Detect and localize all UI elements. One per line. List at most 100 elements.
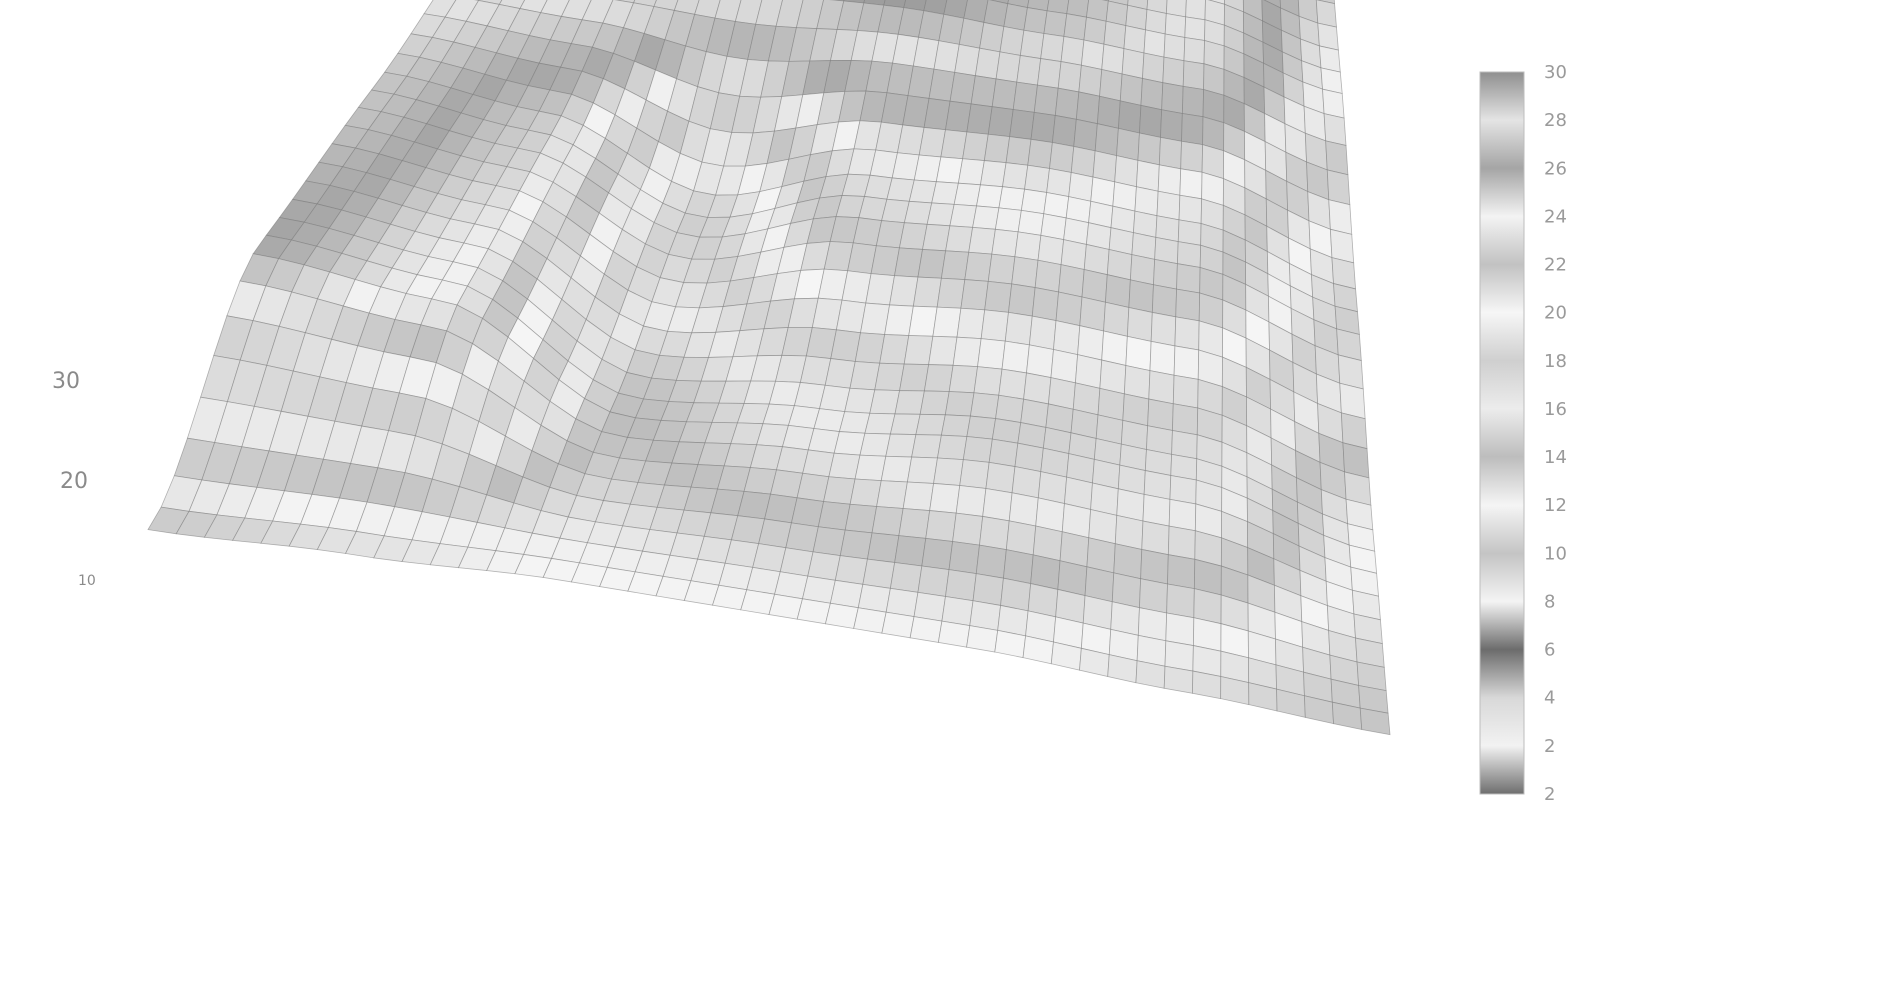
surface-face	[1114, 155, 1139, 188]
surface-face	[952, 336, 982, 368]
surface-face	[944, 391, 975, 417]
surface-face	[779, 547, 814, 577]
surface-face	[1057, 61, 1082, 93]
surface-face	[922, 223, 951, 252]
surface-face	[925, 510, 957, 542]
surface-face	[1164, 640, 1194, 672]
surface-face	[1011, 256, 1039, 289]
surface-face	[884, 304, 914, 336]
surface-face	[979, 160, 1007, 188]
surface-face	[1117, 100, 1142, 134]
surface-face	[1027, 138, 1053, 169]
surface-face	[1181, 113, 1204, 146]
surface-face	[1141, 520, 1170, 556]
surface-face	[1092, 150, 1117, 183]
surface-face	[854, 454, 887, 482]
surface-face	[1008, 492, 1039, 527]
surface-face	[1060, 35, 1085, 66]
surface-face	[1099, 359, 1127, 395]
surface-face	[1325, 140, 1349, 176]
surface-face	[1165, 612, 1195, 647]
surface-face	[959, 459, 990, 489]
surface-face	[962, 436, 993, 463]
colorbar-tick-label: 22	[1544, 255, 1567, 276]
surface-face	[979, 21, 1005, 53]
surface-face	[936, 277, 966, 309]
surface-face	[1126, 306, 1153, 342]
surface-face	[880, 455, 913, 483]
surface-face	[940, 250, 970, 281]
surface-face	[1121, 48, 1145, 79]
surface-face	[899, 363, 930, 392]
surface-face	[917, 565, 950, 597]
surface-face	[937, 620, 971, 648]
surface-face	[869, 389, 901, 415]
surface-face	[1183, 37, 1205, 65]
surface-face	[1005, 136, 1032, 166]
surface-face	[921, 537, 954, 571]
surface-face	[1019, 29, 1045, 60]
colorbar-tick-label: 12	[1544, 495, 1567, 516]
surface-face	[908, 305, 938, 337]
surface-face	[960, 279, 989, 311]
surface-face	[1161, 82, 1184, 114]
surface-face	[945, 569, 977, 602]
surface-face	[1079, 296, 1106, 332]
colorbar-tick-label: 16	[1544, 399, 1567, 420]
surface-face	[1328, 199, 1353, 235]
surface-face	[956, 307, 986, 340]
surface-face	[859, 432, 891, 457]
surface-face	[909, 616, 943, 643]
surface-face	[1123, 25, 1146, 54]
surface-face	[1050, 349, 1079, 384]
surface-face	[862, 558, 896, 589]
surface-face	[988, 438, 1019, 468]
surface-face	[1049, 142, 1075, 173]
surface-face	[1103, 301, 1130, 337]
colorbar-tick-label: 4	[1544, 688, 1555, 709]
surface-face	[980, 309, 1009, 342]
surface-face	[833, 431, 866, 456]
surface-face	[879, 334, 910, 365]
surface-face	[1162, 56, 1185, 87]
surface-face	[1184, 16, 1206, 41]
surface-face	[1164, 12, 1187, 38]
surface-face	[1167, 525, 1196, 560]
surface-face	[969, 392, 1000, 419]
surface-face	[740, 589, 776, 615]
surface-face	[1030, 111, 1056, 143]
surface-face	[931, 181, 959, 205]
surface-face	[948, 541, 980, 575]
surface-face	[1026, 344, 1054, 379]
surface-face	[1143, 29, 1166, 58]
surface-face	[968, 226, 996, 255]
surface-face	[974, 47, 1001, 80]
surface-face	[1014, 231, 1042, 261]
surface-face	[1033, 84, 1059, 116]
surface-face	[1137, 132, 1161, 166]
surface-face	[1169, 475, 1197, 505]
surface-face	[823, 476, 856, 505]
surface-face	[796, 598, 831, 625]
surface-face	[1023, 372, 1052, 405]
surface-face	[991, 228, 1019, 258]
surface-face	[1040, 33, 1065, 63]
surface-face	[1157, 164, 1182, 196]
surface-face	[834, 555, 868, 585]
surface-face	[1167, 554, 1196, 590]
surface-face	[902, 481, 935, 511]
surface-face	[972, 205, 1000, 230]
surface-face	[812, 526, 846, 557]
surface-face	[1185, 0, 1206, 21]
colorbar-tick-label: 20	[1544, 303, 1567, 324]
surface-face	[1150, 311, 1177, 347]
surface-face	[1160, 109, 1183, 142]
colorbar-tick-label: 14	[1544, 447, 1567, 468]
surface-face	[912, 276, 942, 308]
surface-face	[1136, 159, 1160, 192]
surface-face	[970, 75, 997, 108]
surface-face	[1142, 493, 1171, 527]
surface-face	[1147, 398, 1174, 431]
surface-face	[953, 182, 981, 207]
